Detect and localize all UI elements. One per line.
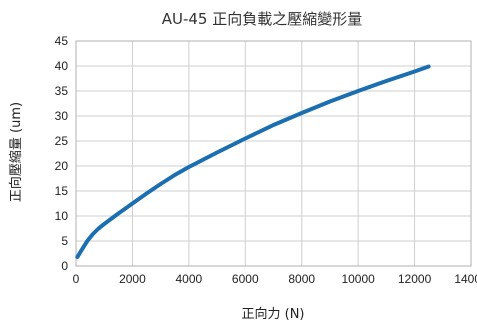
grid-layer <box>75 40 472 267</box>
x-tick-label: 14000 <box>454 272 477 286</box>
chart-title: AU-45 正向負載之壓縮變形量 <box>162 10 363 28</box>
y-tick-label: 15 <box>55 184 69 198</box>
x-tick-label: 8000 <box>288 272 315 286</box>
series-line-0 <box>75 64 431 259</box>
y-tick-label: 45 <box>55 34 69 48</box>
y-tick-label: 40 <box>55 59 69 73</box>
y-tick-label: 35 <box>55 84 69 98</box>
series-layer <box>75 64 431 259</box>
x-axis-label: 正向力 (N) <box>241 306 304 322</box>
plot-frame <box>75 40 472 267</box>
x-tick-label: 10000 <box>341 272 375 286</box>
x-tick-label: 6000 <box>232 272 259 286</box>
x-tick-label: 4000 <box>176 272 203 286</box>
y-tick-label: 5 <box>61 234 68 248</box>
x-tick-label: 12000 <box>398 272 432 286</box>
tick-layer: 0 5 10 15 20 25 30 35 40 45 0 2000 4000 6000 8000 10000… <box>55 34 477 286</box>
y-tick-label: 20 <box>55 159 69 173</box>
y-tick-label: 10 <box>55 209 69 223</box>
y-tick-label: 30 <box>55 109 69 123</box>
y-tick-label: 0 <box>61 259 68 273</box>
x-tick-label: 0 <box>73 272 80 286</box>
x-tick-label: 2000 <box>119 272 146 286</box>
y-tick-label: 25 <box>55 134 69 148</box>
y-axis-label: 正向壓縮量 (um) <box>8 102 24 202</box>
